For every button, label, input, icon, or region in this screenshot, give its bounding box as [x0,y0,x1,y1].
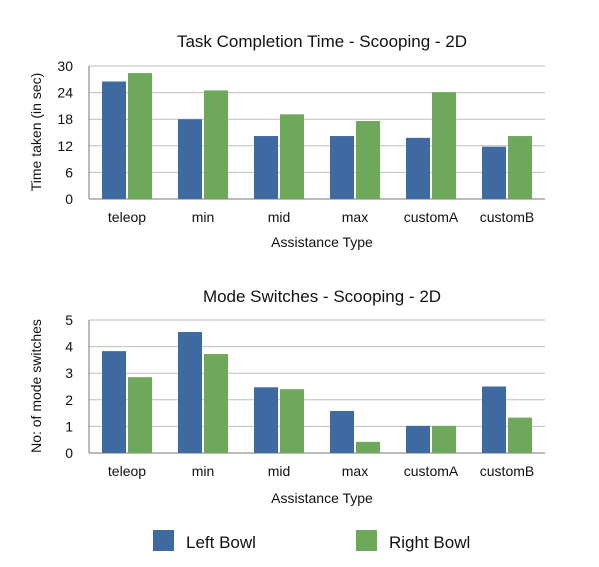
bar-right-bowl-min [204,90,228,199]
y-tick-label: 4 [65,339,73,355]
bar-right-bowl-mid [280,114,304,199]
chart-title: Mode Switches - Scooping - 2D [203,287,441,306]
bar-left-bowl-customa [406,137,430,199]
bar-left-bowl-max [330,410,354,453]
bar-left-bowl-min [178,331,202,453]
legend-swatch-right-bowl [356,530,377,551]
bar-right-bowl-max [356,120,380,199]
x-tick-label: customA [404,209,459,225]
bar-left-bowl-customb [482,386,506,453]
chart-task-completion-time: Task Completion Time - Scooping - 2D 0 6 1… [28,32,545,250]
y-tick-label: 5 [65,312,73,328]
bar-left-bowl-customa [406,425,430,453]
bar-left-bowl-max [330,136,354,199]
y-tick-label: 0 [65,445,73,461]
bar-right-bowl-customb [508,417,532,453]
x-tick-label: teleop [108,209,146,225]
y-tick-label: 6 [65,164,73,180]
y-tick-label: 3 [65,365,73,381]
y-tick-label: 2 [65,392,73,408]
chart-title: Task Completion Time - Scooping - 2D [177,32,467,51]
x-tick-label: mid [268,209,291,225]
x-tick-label: min [192,209,215,225]
y-tick-label: 0 [65,191,73,207]
y-tick-label: 24 [57,85,73,101]
bar-left-bowl-teleop [102,351,126,453]
bar-right-bowl-mid [280,389,304,453]
legend: Left Bowl Right Bowl [153,530,470,552]
y-axis-label: Time taken (in sec) [28,73,44,192]
chart-mode-switches: Mode Switches - Scooping - 2D 0 1 2 3 4 5 tele… [28,287,545,506]
bar-right-bowl-teleop [128,73,152,199]
x-axis-label: Assistance Type [271,234,373,250]
x-tick-label: customB [480,463,534,479]
x-tick-label: max [342,463,368,479]
y-tick-label: 1 [65,418,73,434]
bar-left-bowl-customb [482,146,506,199]
bar-right-bowl-customb [508,136,532,199]
bar-left-bowl-mid [254,387,278,453]
bar-left-bowl-mid [254,136,278,199]
legend-label-left-bowl: Left Bowl [186,533,256,552]
bar-left-bowl-teleop [102,81,126,199]
x-tick-label: max [342,209,368,225]
x-tick-label: min [192,463,215,479]
bar-right-bowl-max [356,441,380,453]
y-tick-label: 30 [57,58,73,74]
bar-right-bowl-teleop [128,377,152,453]
x-tick-label: customA [404,463,459,479]
legend-swatch-left-bowl [153,530,174,551]
x-axis-label: Assistance Type [271,490,373,506]
y-tick-label: 12 [57,138,73,154]
bar-right-bowl-customa [432,425,456,453]
y-axis-label: No: of mode switches [28,319,44,453]
x-tick-label: teleop [108,463,146,479]
x-tick-label: customB [480,209,534,225]
bar-right-bowl-customa [432,92,456,199]
bar-right-bowl-min [204,354,228,453]
bar-left-bowl-min [178,119,202,199]
legend-label-right-bowl: Right Bowl [389,533,470,552]
x-tick-label: mid [268,463,291,479]
y-tick-label: 18 [57,111,73,127]
